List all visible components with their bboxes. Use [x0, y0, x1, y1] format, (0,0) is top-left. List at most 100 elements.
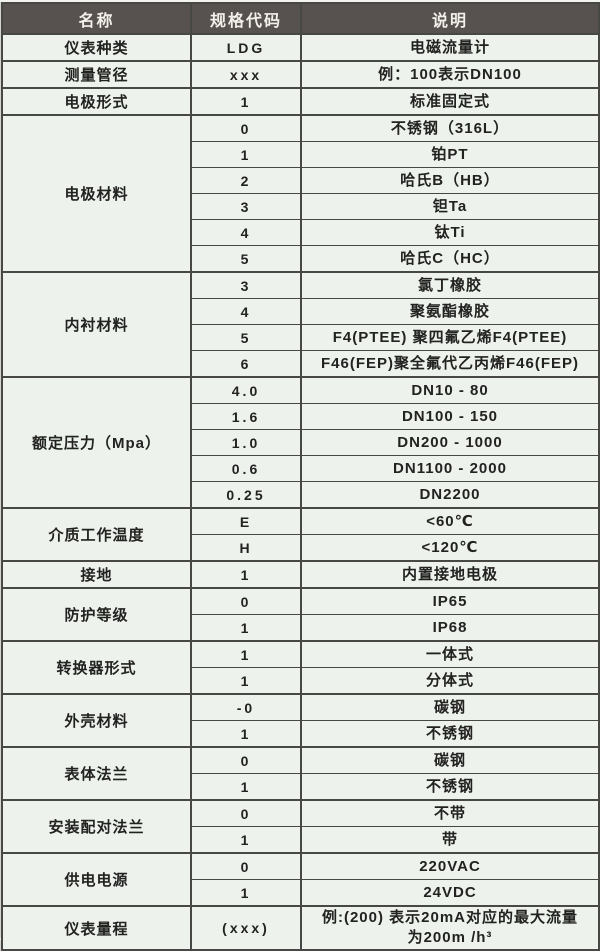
table-row: 仪表量程 (xxx) 例:(200) 表示20mA对应的最大流量为200m /h³ — [1, 905, 600, 951]
spec-code-cell: -0 — [190, 693, 302, 721]
table-row: 2 哈氏B（HB） — [2, 167, 600, 194]
table-row: 1.0 DN200 - 1000 — [2, 429, 600, 456]
spec-name-cell: 介质工作温度 — [1, 507, 192, 562]
spec-desc-cell: <60℃ — [300, 507, 600, 535]
table-row: 1 IP68 — [2, 614, 600, 642]
spec-desc-cell: IP65 — [300, 587, 600, 615]
spec-desc-cell: 铂PT — [300, 141, 600, 168]
table-row: 4 钛Ti — [2, 219, 600, 246]
spec-desc-cell: 聚氨酯橡胶 — [300, 298, 600, 325]
table-row: 4 聚氨酯橡胶 — [2, 298, 600, 325]
spec-desc-cell: 一体式 — [300, 640, 600, 668]
spec-code-cell: 1 — [190, 141, 302, 168]
spec-code-cell: 0 — [190, 746, 302, 774]
spec-code-cell: 3 — [190, 193, 302, 220]
spec-code-cell: 6 — [190, 350, 302, 378]
spec-code-cell: 4 — [190, 219, 302, 246]
table-row: 仪表种类 LDG 电磁流量计 — [1, 33, 600, 62]
table-row: 供电电源 0 220VAC — [1, 852, 600, 907]
spec-desc-cell: IP68 — [300, 614, 600, 642]
spec-desc-cell: 例:(200) 表示20mA对应的最大流量为200m /h³ — [300, 905, 600, 951]
table-row: H <120℃ — [2, 534, 600, 562]
spec-name-cell: 电极材料 — [1, 114, 192, 273]
spec-code-cell: 1 — [190, 720, 302, 748]
spec-desc-cell: 内置接地电极 — [300, 560, 600, 589]
spec-code-cell: (xxx) — [190, 905, 302, 951]
spec-desc-cell: 不锈钢 — [300, 773, 600, 801]
spec-code-cell: 1 — [190, 614, 302, 642]
spec-desc-cell: 标准固定式 — [300, 87, 600, 116]
spec-code-cell: 4 — [190, 298, 302, 325]
spec-desc-cell: 不锈钢 — [300, 720, 600, 748]
table-row: 6 F46(FEP)聚全氟代乙丙烯F46(FEP) — [2, 350, 600, 378]
spec-desc-cell: 哈氏B（HB） — [300, 167, 600, 194]
spec-desc-cell: 220VAC — [300, 852, 600, 880]
spec-code-cell: 0.25 — [190, 481, 302, 509]
table-row: 3 钽Ta — [2, 193, 600, 220]
spec-code-cell: 5 — [190, 245, 302, 273]
spec-desc-cell: 钛Ti — [300, 219, 600, 246]
spec-code-cell: 0.6 — [190, 455, 302, 482]
spec-name-cell: 电极形式 — [1, 87, 192, 116]
table-row: 测量管径 xxx 例：100表示DN100 — [1, 60, 600, 89]
table-row: 0.25 DN2200 — [2, 481, 600, 509]
spec-code-cell: 1 — [190, 773, 302, 801]
header-description: 说明 — [300, 2, 600, 35]
spec-code-cell: 5 — [190, 324, 302, 351]
spec-name-cell: 内衬材料 — [1, 271, 192, 378]
spec-name-cell: 安装配对法兰 — [1, 799, 192, 854]
spec-code-cell: 0 — [190, 114, 302, 142]
table-row: 1 不锈钢 — [2, 773, 600, 801]
spec-desc-cell: DN1100 - 2000 — [300, 455, 600, 482]
spec-desc-cell: 钽Ta — [300, 193, 600, 220]
table-row: 接地 1 内置接地电极 — [1, 560, 600, 589]
spec-desc-cell: DN2200 — [300, 481, 600, 509]
table-row: 1 分体式 — [2, 667, 600, 695]
spec-name-cell: 表体法兰 — [1, 746, 192, 801]
spec-code-cell: 4.0 — [190, 376, 302, 404]
table-row: 额定压力（Mpa） 4.0 DN10 - 80 — [1, 376, 600, 509]
spec-desc-cell: DN10 - 80 — [300, 376, 600, 404]
spec-name-cell: 供电电源 — [1, 852, 192, 907]
spec-name-cell: 测量管径 — [1, 60, 192, 89]
spec-code-cell: E — [190, 507, 302, 535]
spec-name-cell: 仪表种类 — [1, 33, 192, 62]
spec-code-cell: 1 — [190, 879, 302, 907]
table-row: 内衬材料 3 氯丁橡胶 — [1, 271, 600, 378]
spec-code-cell: 1.6 — [190, 403, 302, 430]
table-row: 转换器形式 1 一体式 — [1, 640, 600, 695]
header-spec-code: 规格代码 — [190, 2, 302, 35]
table-row: 5 F4(PTEE) 聚四氟乙烯F4(PTEE) — [2, 324, 600, 351]
spec-code-cell: 1 — [190, 826, 302, 854]
spec-code-cell: 1 — [190, 667, 302, 695]
spec-desc-cell: 氯丁橡胶 — [300, 271, 600, 299]
spec-desc-cell: DN100 - 150 — [300, 403, 600, 430]
table-row: 表体法兰 0 碳钢 — [1, 746, 600, 801]
spec-code-cell: 0 — [190, 799, 302, 827]
spec-desc-cell: 碳钢 — [300, 746, 600, 774]
spec-desc-cell: 哈氏C（HC） — [300, 245, 600, 273]
spec-desc-cell: F4(PTEE) 聚四氟乙烯F4(PTEE) — [300, 324, 600, 351]
table-row: 电极形式 1 标准固定式 — [1, 87, 600, 116]
table-row: 1 24VDC — [2, 879, 600, 907]
header-name: 名称 — [1, 2, 192, 35]
spec-desc-cell: 电磁流量计 — [300, 33, 600, 62]
spec-code-cell: 3 — [190, 271, 302, 299]
spec-desc-cell: 例：100表示DN100 — [300, 60, 600, 89]
table-row: 5 哈氏C（HC） — [2, 245, 600, 273]
spec-name-cell: 接地 — [1, 560, 192, 589]
spec-desc-cell: 不锈钢（316L） — [300, 114, 600, 142]
spec-code-cell: xxx — [190, 60, 302, 89]
spec-code-cell: 2 — [190, 167, 302, 194]
spec-name-cell: 外壳材料 — [1, 693, 192, 748]
spec-desc-cell: 带 — [300, 826, 600, 854]
spec-desc-cell: 碳钢 — [300, 693, 600, 721]
table-row: 电极材料 0 不锈钢（316L） — [1, 114, 600, 273]
table-row: 介质工作温度 E <60℃ — [1, 507, 600, 562]
spec-name-cell: 防护等级 — [1, 587, 192, 642]
spec-code-cell: 1 — [190, 87, 302, 116]
spec-desc-cell: 分体式 — [300, 667, 600, 695]
spec-desc-cell: F46(FEP)聚全氟代乙丙烯F46(FEP) — [300, 350, 600, 378]
